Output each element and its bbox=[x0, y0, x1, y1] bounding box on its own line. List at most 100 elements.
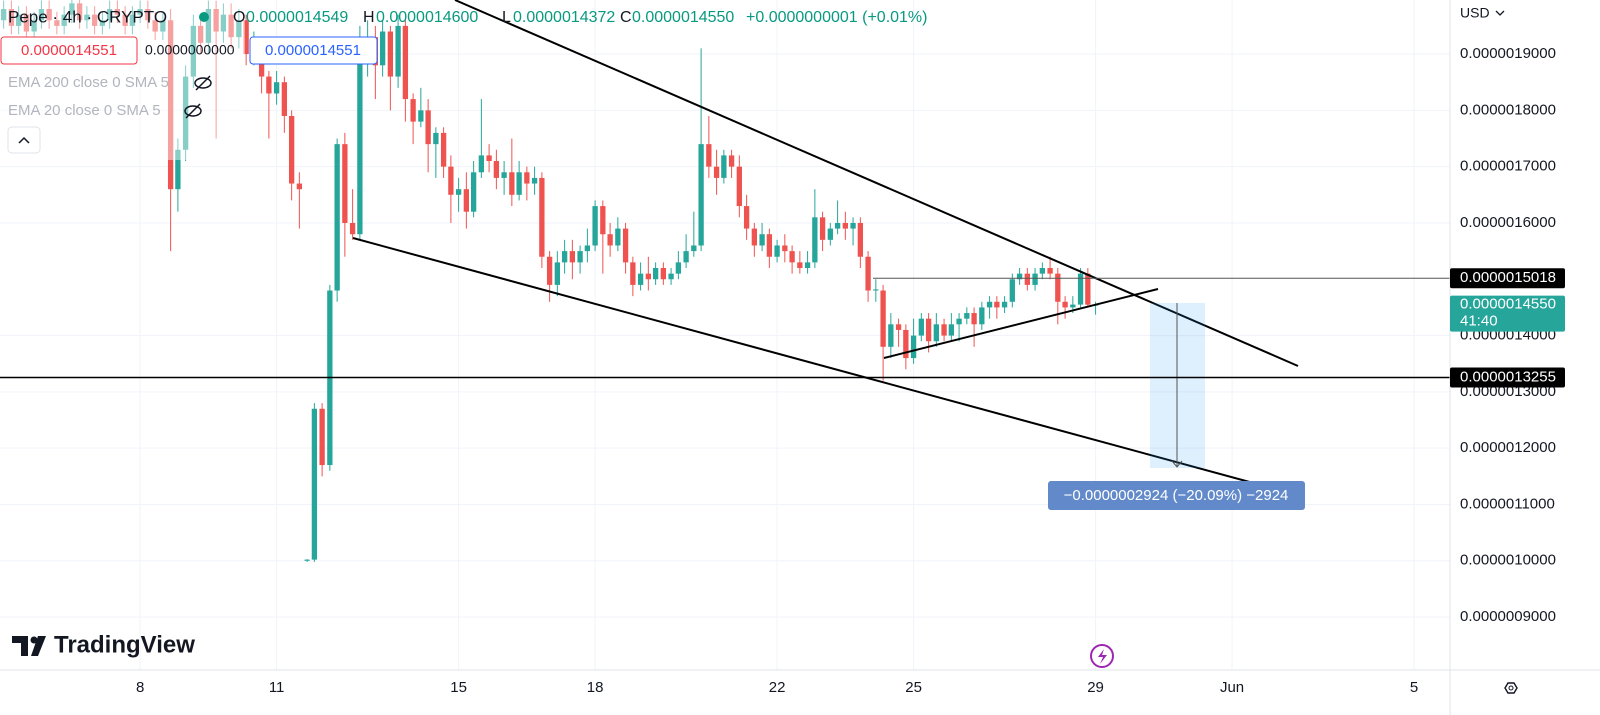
candle-body bbox=[76, 3, 83, 21]
candle-body bbox=[46, 9, 52, 21]
y-tick-label: 0.0000019000 bbox=[1460, 45, 1556, 62]
candle-body bbox=[1032, 273, 1038, 285]
candle-body bbox=[342, 144, 348, 223]
high: 0.0000014600 bbox=[376, 9, 478, 26]
candle-body bbox=[106, 9, 113, 21]
x-tick-label: 15 bbox=[450, 679, 467, 696]
candle-body bbox=[1039, 268, 1045, 274]
gear[interactable] bbox=[1504, 682, 1518, 694]
candle-body bbox=[410, 99, 416, 122]
candle-body bbox=[402, 25, 409, 100]
sell-price[interactable]: 0.0000014551 bbox=[21, 42, 117, 59]
candle-body bbox=[448, 166, 454, 195]
candle-body bbox=[592, 206, 598, 246]
buy-price[interactable]: 0.0000014551 bbox=[265, 42, 361, 59]
price-lines bbox=[0, 277, 1450, 379]
candle-body bbox=[675, 262, 682, 274]
market-status bbox=[199, 12, 209, 22]
candle-body bbox=[759, 234, 765, 246]
candle-body bbox=[1062, 301, 1068, 308]
candle-body bbox=[561, 251, 568, 263]
candle-body bbox=[418, 110, 424, 122]
logo: TradingView bbox=[12, 631, 195, 658]
legend-shade bbox=[0, 0, 245, 160]
settings-icon[interactable] bbox=[1504, 682, 1518, 694]
buy-badge[interactable] bbox=[249, 36, 378, 65]
gear-hole bbox=[1508, 685, 1514, 691]
candle-body bbox=[645, 273, 651, 280]
candle-body bbox=[903, 329, 909, 359]
event-bolt bbox=[1098, 649, 1107, 664]
current-price-label: 0.0000014550 bbox=[1460, 296, 1556, 313]
currency[interactable]: USD bbox=[1460, 5, 1490, 21]
candle-body bbox=[122, 14, 128, 26]
y-tick-label: 0.0000009000 bbox=[1460, 608, 1556, 625]
candle-body bbox=[478, 155, 485, 173]
candle-body bbox=[979, 307, 985, 325]
candle-body bbox=[948, 324, 955, 336]
candle-body bbox=[986, 301, 993, 308]
candle-body bbox=[819, 217, 826, 240]
symbol: Pepe · 4h · CRYPTO bbox=[8, 7, 167, 26]
candle-body bbox=[61, 14, 67, 26]
measure-arrow-head bbox=[1171, 460, 1183, 468]
candle-body bbox=[23, 14, 30, 32]
candle-body bbox=[804, 262, 811, 268]
logo-dot bbox=[30, 636, 38, 644]
x-tick-label: 18 bbox=[587, 679, 604, 696]
candle-body bbox=[721, 155, 727, 178]
candle-body bbox=[683, 251, 689, 263]
candle-body bbox=[668, 273, 674, 280]
candle-body bbox=[554, 262, 560, 285]
collapse-button[interactable] bbox=[7, 126, 41, 154]
price-line-label: 0.0000013255 bbox=[1460, 368, 1556, 385]
current-price-box bbox=[1450, 295, 1565, 332]
measure-label-box bbox=[1048, 481, 1305, 510]
candle-body bbox=[660, 268, 667, 280]
support-trendline bbox=[883, 288, 1159, 359]
candle-body bbox=[15, 14, 22, 26]
eye-slash bbox=[195, 75, 211, 91]
candle-body bbox=[357, 48, 363, 235]
candle-body bbox=[630, 262, 636, 285]
candle-body bbox=[91, 14, 98, 26]
logo-mark bbox=[31, 636, 46, 656]
indicator[interactable]: EMA 20 close 0 SMA 5 bbox=[8, 102, 161, 119]
candle-body bbox=[38, 9, 45, 21]
x-tick-label: 8 bbox=[136, 679, 144, 696]
eye-icon[interactable] bbox=[184, 105, 202, 117]
logo-mark bbox=[12, 636, 28, 656]
candle-body bbox=[698, 144, 704, 246]
candle-body bbox=[850, 222, 856, 229]
eye-icon[interactable] bbox=[194, 77, 212, 89]
x-tick-label: 22 bbox=[769, 679, 786, 696]
candle-body bbox=[0, 9, 7, 21]
candle-body bbox=[1016, 273, 1023, 280]
candle-body bbox=[190, 25, 197, 77]
price-line-label-box bbox=[1450, 367, 1565, 388]
candle-body bbox=[433, 132, 439, 145]
y-tick-label: 0.0000010000 bbox=[1460, 552, 1556, 569]
candle-body bbox=[1085, 273, 1091, 305]
close: 0.0000014550 bbox=[632, 9, 734, 26]
sell-badge[interactable] bbox=[0, 36, 138, 65]
candle-body bbox=[273, 82, 280, 94]
candle-body bbox=[501, 172, 507, 178]
axes: 0.0000019000 0.0000018000 0.0000017000 0.00… bbox=[136, 45, 1565, 696]
candle-body bbox=[1077, 273, 1084, 305]
candle-body bbox=[728, 155, 735, 167]
measure-label: −0.0000002924 (−20.09%) −2924 bbox=[1064, 487, 1289, 504]
candle-body bbox=[531, 177, 538, 184]
grid bbox=[0, 0, 1450, 670]
y-tick-label: 0.0000016000 bbox=[1460, 214, 1556, 231]
indicator[interactable]: EMA 200 close 0 SMA 5 bbox=[8, 74, 169, 91]
upper-trendline bbox=[454, 0, 1299, 367]
candle-body bbox=[956, 318, 962, 325]
y-tick-label: 0.0000012000 bbox=[1460, 439, 1556, 456]
candle-body bbox=[486, 155, 492, 162]
candle-body bbox=[228, 14, 234, 38]
candle-body bbox=[1024, 273, 1030, 285]
candle-body bbox=[569, 251, 576, 263]
candle-body bbox=[129, 14, 136, 26]
